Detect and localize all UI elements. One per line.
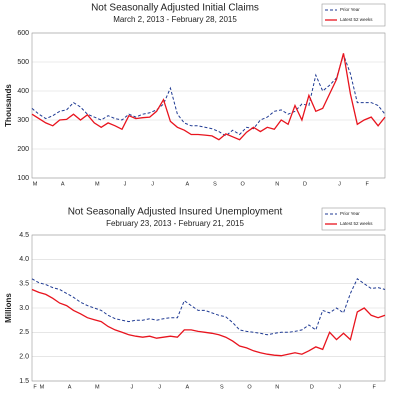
y-tick-label: 200 bbox=[17, 146, 29, 153]
x-tick-label: S bbox=[213, 181, 217, 187]
y-tick-label: 4.5 bbox=[19, 232, 29, 239]
series-line bbox=[31, 53, 386, 137]
x-tick-label: M bbox=[40, 384, 45, 390]
y-tick-label: 500 bbox=[17, 59, 29, 66]
y-tick-label: 3.0 bbox=[19, 305, 29, 312]
y-tick-label: 1.5 bbox=[19, 378, 29, 385]
x-tick-label: M bbox=[95, 384, 100, 390]
legend-label: Prior Year bbox=[340, 7, 360, 12]
legend-label: Latest 52 weeks bbox=[340, 221, 373, 226]
x-tick-label: F bbox=[366, 181, 370, 187]
series-line bbox=[31, 288, 386, 357]
x-tick-label: J bbox=[124, 181, 127, 187]
y-tick-label: 4.0 bbox=[19, 256, 29, 263]
x-tick-label: M bbox=[95, 181, 100, 187]
x-tick-label: O bbox=[247, 384, 252, 390]
x-tick-label: A bbox=[185, 181, 189, 187]
x-tick-label: J bbox=[158, 384, 161, 390]
x-tick-label: J bbox=[151, 181, 154, 187]
x-tick-label: A bbox=[68, 384, 72, 390]
legend-label: Latest 52 weeks bbox=[340, 17, 373, 22]
y-tick-label: 300 bbox=[17, 117, 29, 124]
plot-frame bbox=[31, 32, 386, 179]
x-tick-label: N bbox=[275, 181, 279, 187]
series-line bbox=[31, 53, 386, 141]
y-tick-label: 400 bbox=[17, 88, 29, 95]
series-line bbox=[31, 278, 386, 336]
y-axis-label: Thousands bbox=[4, 84, 13, 127]
x-tick-label: D bbox=[303, 181, 307, 187]
x-tick-label: M bbox=[33, 181, 38, 187]
y-tick-label: 2.0 bbox=[19, 354, 29, 361]
chart-subtitle: March 2, 2013 - February 28, 2015 bbox=[113, 15, 237, 24]
y-tick-label: 100 bbox=[17, 175, 29, 182]
chart-title: Not Seasonally Adjusted Insured Unemploy… bbox=[68, 207, 283, 218]
chart-subtitle: February 23, 2013 - February 21, 2015 bbox=[106, 219, 244, 228]
legend-box bbox=[321, 3, 386, 27]
chart-title: Not Seasonally Adjusted Initial Claims bbox=[91, 3, 259, 14]
x-tick-label: F bbox=[33, 384, 37, 390]
x-tick-label: S bbox=[220, 384, 224, 390]
x-tick-label: A bbox=[185, 384, 189, 390]
legend-label: Prior Year bbox=[340, 211, 360, 216]
x-tick-label: J bbox=[338, 181, 341, 187]
y-tick-label: 3.5 bbox=[19, 281, 29, 288]
plot-frame bbox=[31, 234, 386, 382]
x-tick-label: J bbox=[338, 384, 341, 390]
x-tick-label: F bbox=[372, 384, 376, 390]
y-axis-label: Millions bbox=[4, 293, 13, 323]
x-tick-label: O bbox=[241, 181, 246, 187]
x-tick-label: N bbox=[275, 384, 279, 390]
x-tick-label: J bbox=[131, 384, 134, 390]
x-tick-label: A bbox=[61, 181, 65, 187]
y-tick-label: 600 bbox=[17, 30, 29, 37]
legend-box bbox=[321, 207, 386, 231]
x-tick-label: D bbox=[310, 384, 314, 390]
y-tick-label: 2.5 bbox=[19, 329, 29, 336]
